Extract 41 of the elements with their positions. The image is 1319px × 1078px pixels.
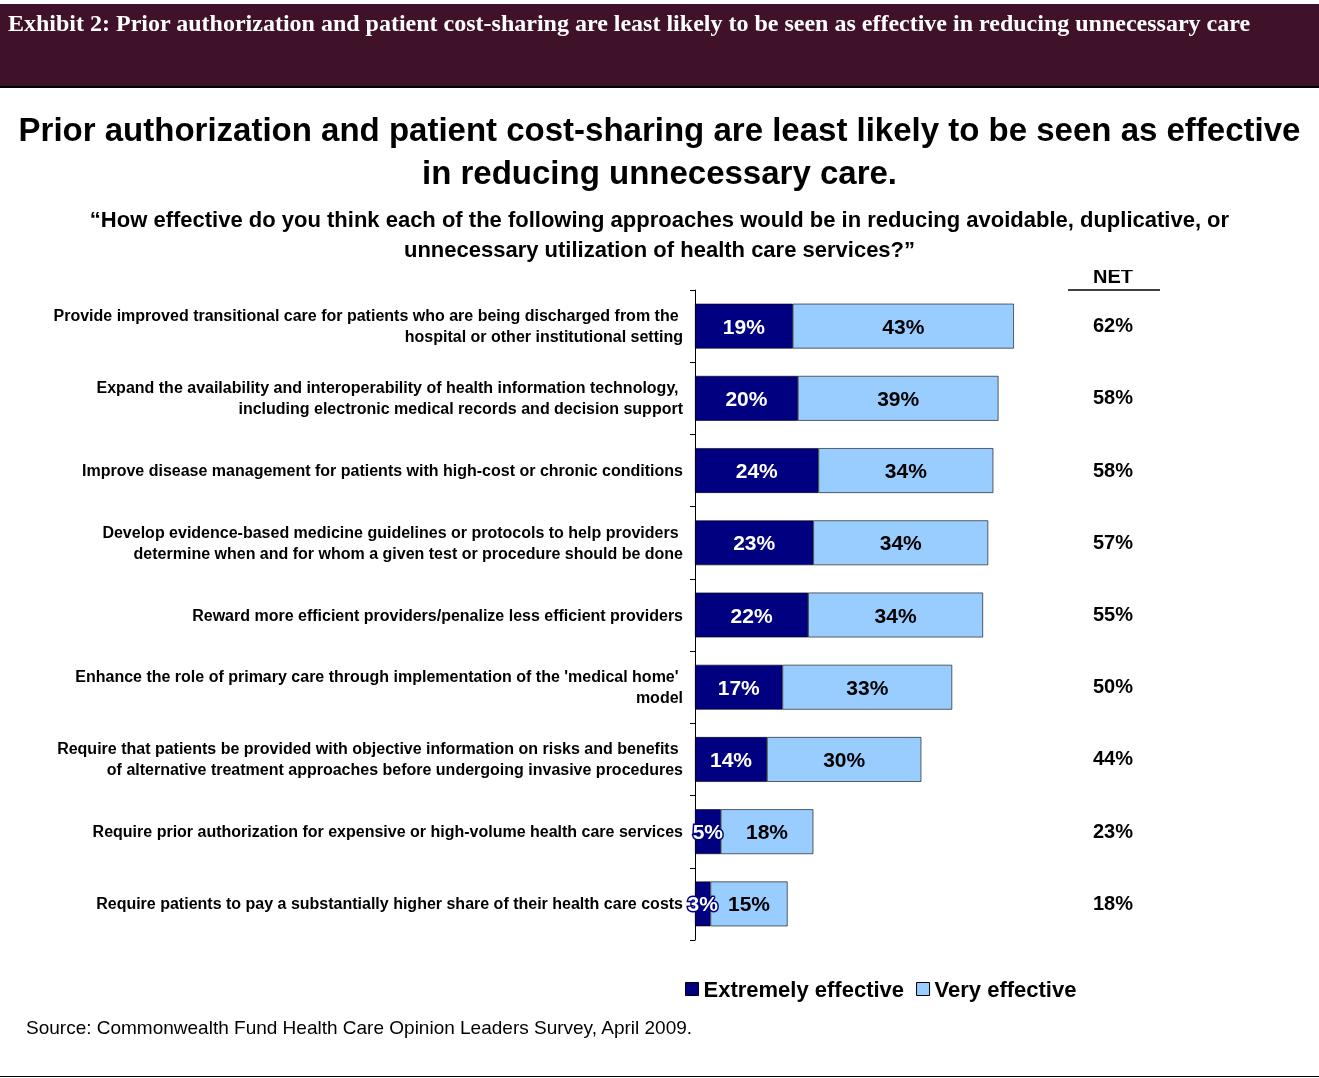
- text: 55%: [1093, 603, 1134, 625]
- data-label: 15%: [727, 892, 771, 916]
- text: NET: [1093, 265, 1133, 288]
- data-label: 14%: [709, 747, 753, 771]
- text: 23%: [1093, 819, 1134, 842]
- y-tick-label: Expand the availability and interoperability of health information technology, including electronic medical records and decision support: [96, 379, 684, 418]
- text: “How effective do you think each of the following approaches would be in reducing avoidable, duplicative, or unnecessary utilization of health care services?”: [88, 206, 1231, 264]
- data-label: 19%: [722, 314, 766, 338]
- y-tick-label: Enhance the role of primary care through implementation of the 'medical home' model: [75, 668, 683, 707]
- data-label: 34%: [884, 459, 928, 483]
- data-label: 34%: [879, 531, 923, 555]
- text: 58%: [1093, 386, 1134, 409]
- text: 44%: [1093, 747, 1134, 770]
- data-label: 22%: [730, 603, 773, 627]
- legend-label: Very effective: [934, 976, 1077, 1002]
- data-label: 30%: [823, 747, 866, 771]
- y-tick-label: Develop evidence-based medicine guidelines or protocols to help providers determine when and for whom a given test or procedure should be done: [102, 523, 684, 562]
- data-label: 33%: [846, 675, 889, 699]
- data-label: 43%: [882, 314, 925, 338]
- text: 58%: [1093, 458, 1134, 481]
- y-tick-label: Reward more efficient providers/penalize less efficient providers: [192, 606, 684, 624]
- chart-subtitle: Prior authorization and patient cost-sharing are least likely to be seen as effective in reducing unnecessary care.: [17, 110, 1302, 193]
- data-label: 23%: [733, 531, 776, 555]
- legend-label: Extremely effective: [703, 976, 905, 1002]
- text: 50%: [1093, 675, 1134, 698]
- data-label: 24%: [735, 459, 779, 483]
- y-tick-label: Require patients to pay a substantially higher share of their health care costs: [96, 895, 684, 913]
- data-label: 17%: [717, 675, 761, 699]
- data-label: 18%: [745, 820, 789, 844]
- text: 62%: [1093, 314, 1134, 337]
- y-tick-label: Require that patients be provided with objective information on risks and benefits of alternative treatment approaches before undergoing invasive procedures: [57, 740, 684, 779]
- y-tick-label: Require prior authorization for expensive or high-volume health care services: [92, 823, 684, 841]
- y-tick-label: Improve disease management for patients with high-cost or chronic conditions: [82, 462, 684, 480]
- chart-title: Exhibit 2: Prior authorization and patient cost-sharing are least likely to be seen as effective in reducing unnecessary care: [0, 4, 1319, 88]
- source-note: Source: Commonwealth Fund Health Care Opinion Leaders Survey, April 2009.: [26, 1017, 693, 1039]
- data-label: 20%: [725, 386, 768, 410]
- data-label: 39%: [877, 386, 920, 410]
- data-label: 34%: [874, 603, 917, 627]
- y-tick-label: Provide improved transitional care for patients who are being discharged from the hospital or other institutional setting: [53, 307, 683, 346]
- text: 18%: [1093, 891, 1134, 914]
- text: 57%: [1093, 530, 1134, 553]
